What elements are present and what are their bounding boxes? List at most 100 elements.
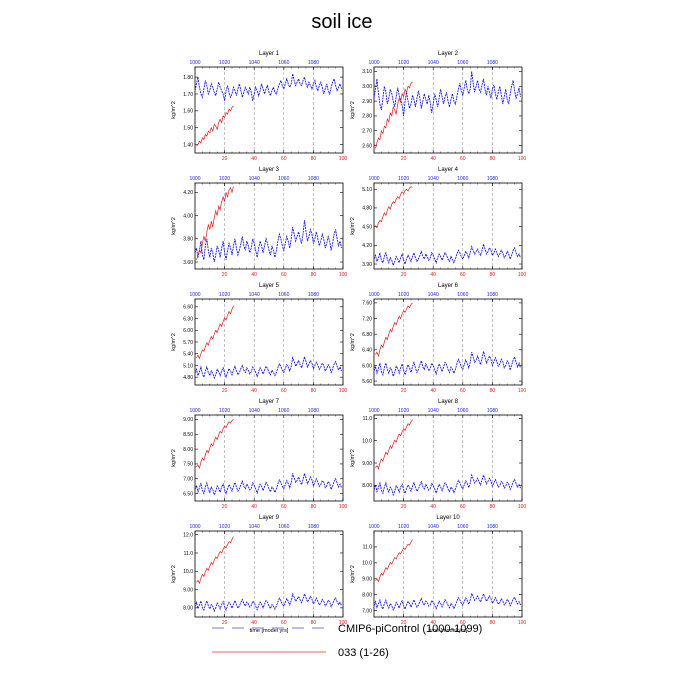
x-tick-label: 80: [311, 272, 317, 278]
y-tick-label: 8.00: [362, 483, 372, 489]
x-top-tick-label: 1040: [249, 408, 260, 414]
x-tick-label: 80: [490, 504, 496, 510]
x-tick-label: 40: [430, 156, 436, 162]
legend: CMIP6-piControl (1000-1099) 033 (1-26): [212, 623, 482, 659]
series-line-experiment: [196, 105, 234, 147]
x-tick-label: 20: [222, 504, 228, 510]
x-top-tick-label: 1080: [487, 60, 498, 66]
legend-label-control: CMIP6-piControl (1000-1099): [338, 623, 482, 635]
y-axis-label: kg/m^2: [350, 449, 356, 467]
x-top-tick-label: 1060: [457, 408, 468, 414]
panel-title: Layer 1: [259, 51, 280, 57]
x-tick-label: 40: [251, 156, 257, 162]
y-axis-label: kg/m^2: [171, 449, 177, 467]
x-top-tick-label: 1000: [189, 292, 200, 298]
series-line-experiment: [375, 81, 413, 149]
y-tick-label: 10.0: [183, 569, 193, 575]
x-tick-label: 40: [430, 504, 436, 510]
x-tick-label: 40: [251, 388, 257, 394]
x-tick-label: 40: [251, 504, 257, 510]
series-line-experiment: [196, 536, 234, 585]
x-tick-label: 20: [401, 620, 407, 626]
y-tick-label: 6.00: [362, 363, 372, 369]
x-tick-label: 60: [281, 620, 287, 626]
panel-title: Layer 9: [259, 515, 280, 521]
x-top-tick-label: 1020: [219, 176, 230, 182]
x-axis-label: time [model yrs]: [429, 628, 468, 634]
x-top-tick-label: 1040: [249, 524, 260, 530]
x-tick-label: 40: [251, 272, 257, 278]
panel-layer-6: Layer 6 20 40 60 80 100 1000 1020 1040 1060 1080 5.…: [350, 283, 526, 394]
x-tick-label: 20: [401, 504, 407, 510]
x-tick-label: 100: [518, 388, 527, 394]
panel-title: Layer 5: [259, 283, 280, 289]
panel-title: Layer 4: [438, 167, 459, 173]
x-tick-label: 60: [281, 156, 287, 162]
plot-frame: [373, 414, 523, 502]
y-tick-label: 5.10: [183, 363, 193, 369]
y-tick-label: 1.80: [183, 75, 193, 81]
legend-label-experiment: 033 (1-26): [338, 647, 389, 659]
plot-frame: [373, 298, 523, 386]
x-top-tick-label: 1060: [278, 408, 289, 414]
panel-grid: Layer 1 20 40 60 80 100 1000 1020 1040 1060 1080 1.…: [171, 51, 526, 634]
plot-frame: [194, 182, 344, 270]
x-tick-label: 60: [460, 620, 466, 626]
y-tick-label: 2.70: [362, 129, 372, 135]
panel-layer-10: Layer 10 20 40 60 80 100 1000 1020 1040 1060 1080 7…: [350, 515, 526, 634]
panel-layer-2: Layer 2 20 40 60 80 100 1000 1020 1040 1060 1080 2.…: [350, 51, 526, 162]
x-tick-label: 100: [518, 620, 527, 626]
y-tick-label: 2.60: [362, 143, 372, 149]
y-tick-label: 9.00: [362, 577, 372, 583]
panel-layer-4: Layer 4 20 40 60 80 100 1000 1020 1040 1060 1080 3.…: [350, 167, 526, 278]
y-tick-label: 9.00: [362, 461, 372, 467]
y-axis-label: kg/m^2: [350, 217, 356, 235]
y-tick-label: 4.20: [183, 190, 193, 196]
x-top-tick-label: 1040: [428, 292, 439, 298]
series-line-experiment: [196, 305, 234, 360]
x-tick-label: 60: [460, 272, 466, 278]
y-tick-label: 11.0: [363, 545, 373, 551]
y-tick-label: 3.80: [183, 237, 193, 243]
y-tick-label: 9.00: [183, 587, 193, 593]
y-tick-label: 3.60: [183, 260, 193, 266]
y-axis-label: kg/m^2: [350, 101, 356, 119]
x-top-tick-label: 1080: [487, 408, 498, 414]
x-top-tick-label: 1000: [368, 60, 379, 66]
series-line-experiment: [375, 186, 413, 229]
x-top-tick-label: 1080: [308, 176, 319, 182]
x-tick-label: 80: [490, 156, 496, 162]
y-tick-label: 12.0: [183, 532, 193, 538]
series-line-experiment: [375, 302, 413, 358]
x-top-tick-label: 1060: [457, 60, 468, 66]
y-tick-label: 6.40: [362, 348, 372, 354]
x-tick-label: 40: [430, 388, 436, 394]
x-top-tick-label: 1080: [487, 524, 498, 530]
y-tick-label: 7.60: [362, 301, 372, 307]
x-tick-label: 100: [518, 504, 527, 510]
x-axis-label: time [model yrs]: [250, 628, 289, 634]
y-tick-label: 5.10: [362, 187, 372, 193]
panel-layer-5: Layer 5 20 40 60 80 100 1000 1020 1040 1060 1080 4.…: [171, 283, 347, 394]
y-tick-label: 11.0: [363, 416, 373, 422]
x-top-tick-label: 1040: [428, 524, 439, 530]
panel-layer-7: Layer 7 20 40 60 80 100 1000 1020 1040 1060 1080 6.…: [171, 399, 347, 510]
plot-frame: [194, 530, 344, 618]
y-tick-label: 5.60: [362, 379, 372, 385]
x-top-tick-label: 1080: [487, 292, 498, 298]
y-tick-label: 2.90: [362, 99, 372, 105]
y-tick-label: 10.0: [362, 561, 372, 567]
x-tick-label: 60: [460, 156, 466, 162]
series-line-experiment: [196, 419, 234, 470]
y-tick-label: 6.00: [183, 328, 193, 334]
x-tick-label: 80: [311, 156, 317, 162]
panel-title: Layer 7: [259, 399, 280, 405]
y-tick-label: 7.00: [362, 608, 372, 614]
x-tick-label: 40: [430, 620, 436, 626]
series-line-control: [373, 592, 521, 612]
y-axis-label: kg/m^2: [350, 565, 356, 583]
x-tick-label: 20: [222, 156, 228, 162]
x-top-tick-label: 1000: [189, 524, 200, 530]
x-top-tick-label: 1080: [308, 292, 319, 298]
